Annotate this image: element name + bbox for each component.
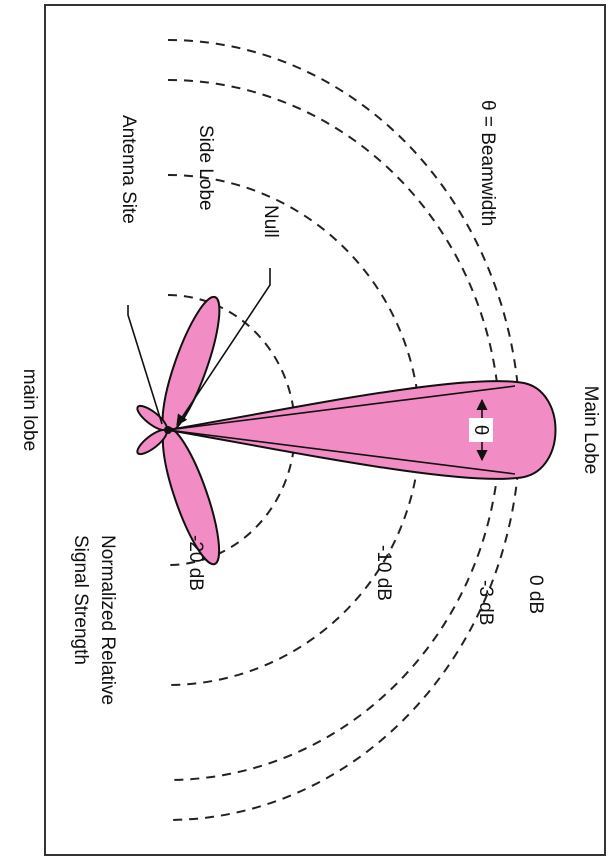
level-label: -20 dB — [185, 535, 206, 591]
site-leader — [127, 305, 163, 425]
beamwidth-label: θ = Beamwidth — [477, 100, 498, 226]
level-label: -10 dB — [373, 545, 394, 601]
title: Main Lobe — [580, 386, 601, 475]
null-leader — [176, 268, 271, 426]
antenna-site — [164, 426, 172, 434]
antenna-site-label: Antenna Site — [118, 115, 139, 224]
null-label: Null — [260, 205, 281, 238]
beam-edge — [167, 429, 516, 475]
level-label: 0 dB — [525, 575, 546, 614]
axis-label: Normalized Relative — [97, 535, 118, 705]
side-lobe-label: Side Lobe — [195, 125, 216, 211]
main-lobe — [167, 380, 557, 480]
side-lobe — [161, 295, 221, 435]
caption: main lobe — [19, 369, 40, 451]
axis-label: Signal Strength — [70, 535, 91, 665]
theta: θ — [470, 425, 491, 436]
level-label: -3 dB — [475, 580, 496, 625]
theta-box — [469, 418, 493, 442]
frame — [44, 4, 606, 856]
arc-10db — [167, 174, 421, 686]
beam-edge — [167, 385, 516, 431]
